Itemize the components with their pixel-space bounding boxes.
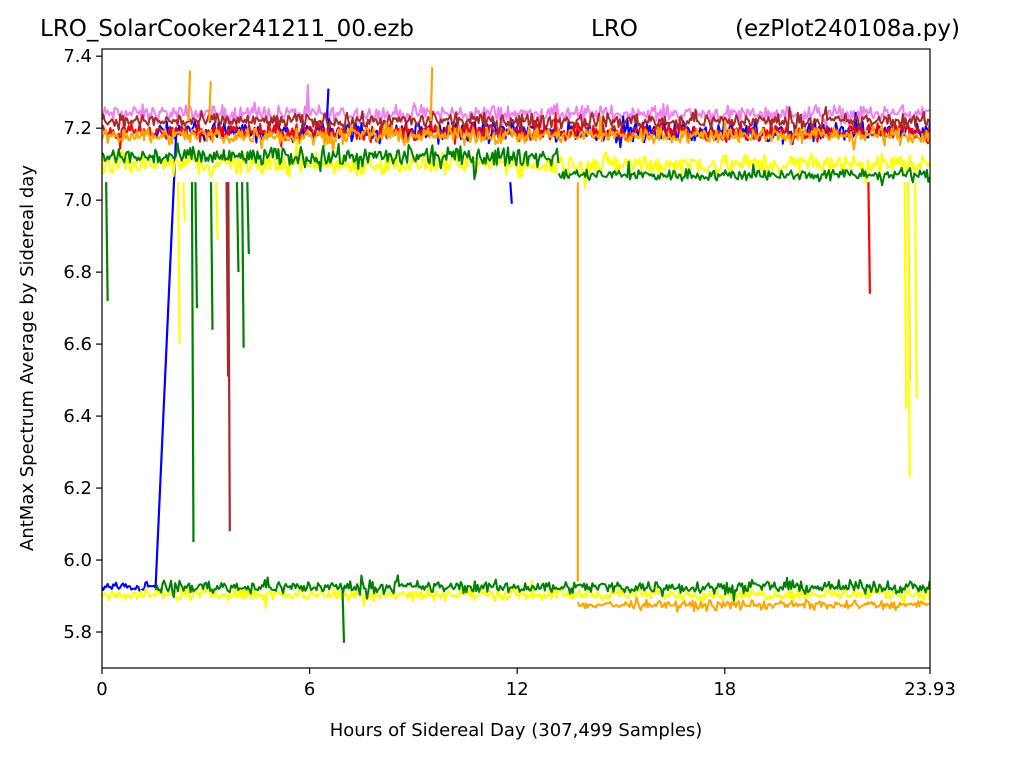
y-tick-label: 6.2: [63, 478, 92, 499]
series-green-trace: [557, 160, 930, 187]
series-brown-spike: [225, 182, 230, 377]
chart-title-station: LRO: [591, 16, 638, 42]
y-axis: 5.8 6.0 6.2 6.4 6.6 6.8 7.0 7.2 7.4: [63, 46, 102, 643]
series-orange: [102, 66, 930, 613]
series-brown-trace: [102, 106, 930, 139]
series-green: [102, 142, 930, 643]
y-tick-label: 5.8: [63, 622, 92, 643]
series-yellow-trace: [102, 579, 930, 610]
y-tick-label: 6.6: [63, 334, 92, 355]
series-green-spike: [190, 182, 195, 543]
series-yellow-spike: [177, 182, 181, 345]
series-orange-spike: [429, 66, 434, 122]
series-blue-spike: [509, 182, 513, 204]
y-tick-label: 7.0: [63, 190, 92, 211]
series-orange-spike: [208, 81, 212, 122]
series-green-spike: [194, 182, 199, 309]
x-tick-label: 0: [96, 679, 107, 700]
plot-frame: [101, 48, 931, 669]
series-orange-trace: [576, 595, 930, 613]
series-blue-transition: [154, 128, 178, 588]
series-yellow-spike: [907, 182, 911, 478]
y-tick-label: 6.8: [63, 262, 92, 283]
x-tick-label: 23.93: [904, 679, 956, 700]
series-layer: [102, 66, 930, 643]
series-green-trace: [154, 574, 930, 602]
series-green-spike: [235, 182, 240, 273]
series-red-spike: [867, 182, 872, 294]
series-green-spike: [209, 182, 214, 330]
chart-title-filename: LRO_SolarCooker241211_00.ezb: [40, 16, 414, 42]
x-axis-label: Hours of Sidereal Day (307,499 Samples): [330, 720, 703, 741]
series-violet: [102, 83, 930, 132]
series-yellow-spike: [215, 182, 219, 240]
x-tick-label: 18: [713, 679, 736, 700]
y-axis-label: AntMax Spectrum Average by Sidereal day: [17, 165, 38, 551]
y-tick-label: 7.4: [63, 46, 92, 67]
series-blue-spike: [325, 88, 330, 122]
series-orange-spike: [187, 70, 192, 122]
series-green-spike: [105, 182, 109, 301]
series-yellow-spike: [182, 182, 186, 222]
series-brown: [102, 106, 930, 532]
x-tick-label: 12: [506, 679, 529, 700]
series-green-spike: [246, 182, 250, 255]
y-tick-label: 7.2: [63, 118, 92, 139]
x-axis: 0 6 12 18 23.93: [96, 668, 956, 700]
series-yellow-spike: [903, 182, 908, 409]
y-tick-label: 6.4: [63, 406, 92, 427]
series-brown-spike: [227, 182, 231, 532]
series-orange-trace: [102, 115, 930, 156]
chart-title-script: (ezPlot240108a.py): [735, 16, 960, 42]
series-yellow-spike: [914, 182, 918, 399]
x-tick-label: 6: [304, 679, 315, 700]
series-green-spike: [341, 588, 346, 643]
series-green-spike: [241, 182, 245, 348]
series-violet-trace: [102, 83, 930, 132]
series-green-trace: [102, 142, 560, 181]
series-blue-trace: [102, 580, 156, 593]
y-tick-label: 6.0: [63, 550, 92, 571]
